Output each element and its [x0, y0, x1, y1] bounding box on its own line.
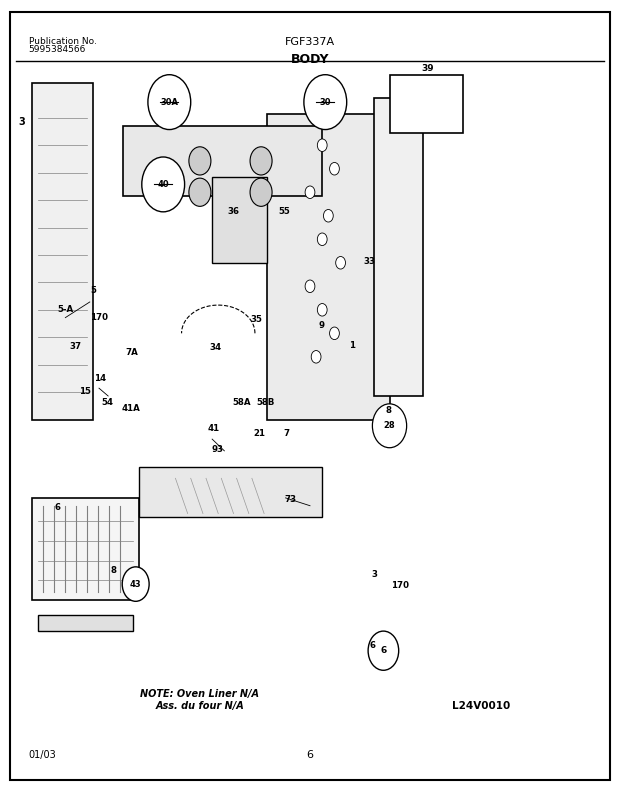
Polygon shape	[38, 615, 133, 631]
Text: 7A: 7A	[125, 348, 138, 357]
Text: 43: 43	[130, 580, 141, 588]
Circle shape	[305, 186, 315, 199]
Text: L24V0010: L24V0010	[452, 701, 510, 710]
Text: 58A: 58A	[232, 398, 250, 407]
Text: 1: 1	[348, 341, 355, 349]
Text: 21: 21	[254, 429, 266, 438]
Circle shape	[317, 233, 327, 246]
Text: 58B: 58B	[257, 398, 275, 407]
Text: Ass. du four N/A: Ass. du four N/A	[156, 701, 244, 710]
Text: 54: 54	[101, 398, 113, 407]
Text: 8: 8	[110, 566, 116, 575]
Text: 6: 6	[380, 646, 386, 655]
Circle shape	[250, 147, 272, 175]
Circle shape	[148, 74, 191, 130]
Text: 15: 15	[79, 386, 91, 396]
Polygon shape	[212, 177, 267, 263]
Circle shape	[330, 162, 339, 175]
Text: 3: 3	[19, 116, 25, 127]
Bar	[32, 498, 139, 600]
Text: 39: 39	[421, 64, 434, 73]
Circle shape	[373, 404, 407, 447]
Circle shape	[304, 74, 347, 130]
Text: 5: 5	[90, 286, 96, 295]
Circle shape	[305, 280, 315, 292]
Text: 5-A: 5-A	[57, 305, 73, 314]
Text: 28: 28	[384, 421, 396, 430]
Circle shape	[250, 178, 272, 207]
Text: 5995384566: 5995384566	[29, 45, 86, 54]
Text: 01/03: 01/03	[29, 750, 56, 760]
Circle shape	[317, 139, 327, 151]
Circle shape	[189, 178, 211, 207]
Polygon shape	[123, 126, 322, 196]
Text: 14: 14	[94, 375, 106, 383]
Text: 30A: 30A	[161, 97, 179, 107]
Text: 37: 37	[69, 342, 82, 351]
Circle shape	[311, 351, 321, 363]
Text: Publication No.: Publication No.	[29, 37, 97, 46]
Text: 41A: 41A	[122, 404, 141, 413]
Text: FGF337A: FGF337A	[285, 37, 335, 47]
Bar	[374, 98, 423, 396]
Text: 170: 170	[90, 313, 108, 322]
Circle shape	[335, 257, 345, 269]
Circle shape	[317, 303, 327, 316]
Text: 40: 40	[157, 180, 169, 189]
Text: BODY: BODY	[291, 53, 329, 66]
Text: 34: 34	[209, 343, 221, 352]
Text: 6: 6	[306, 750, 314, 760]
Circle shape	[122, 567, 149, 601]
Circle shape	[189, 147, 211, 175]
Bar	[389, 74, 463, 134]
Text: 30: 30	[319, 97, 331, 107]
Text: 41: 41	[207, 425, 219, 433]
Text: 170: 170	[391, 581, 410, 590]
Circle shape	[368, 631, 399, 670]
Text: 36: 36	[228, 208, 239, 216]
Text: 7: 7	[284, 429, 290, 438]
Text: 35: 35	[250, 314, 262, 324]
Text: 8: 8	[385, 406, 391, 414]
Text: 6: 6	[370, 641, 375, 649]
Text: NOTE: Oven Liner N/A: NOTE: Oven Liner N/A	[140, 689, 259, 699]
Circle shape	[324, 210, 333, 222]
Text: 55: 55	[278, 208, 290, 216]
Polygon shape	[139, 466, 322, 517]
Polygon shape	[267, 114, 389, 420]
Text: 6: 6	[55, 503, 60, 512]
Text: 33: 33	[364, 257, 376, 265]
Circle shape	[142, 157, 185, 211]
Circle shape	[330, 327, 339, 340]
Text: 93: 93	[211, 445, 223, 454]
Bar	[32, 82, 93, 420]
Text: 3: 3	[371, 570, 377, 579]
Text: 73: 73	[285, 495, 296, 504]
Text: 9: 9	[318, 321, 324, 330]
